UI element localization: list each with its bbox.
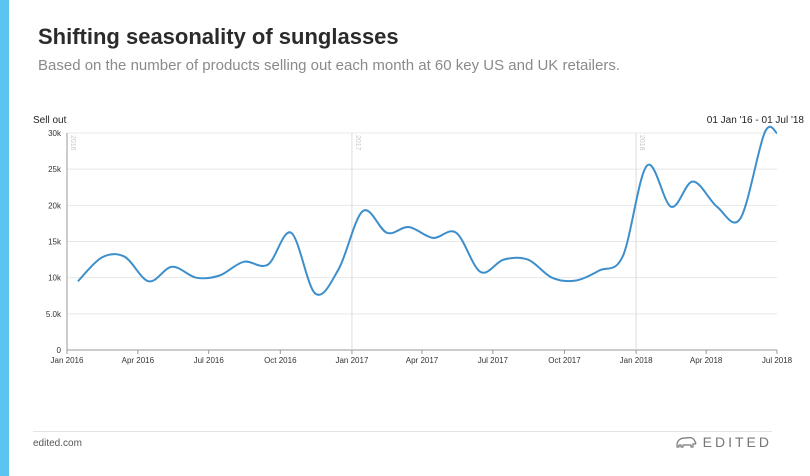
x-tick-label: Jul 2018 [762,356,793,365]
y-tick-label: 25k [48,165,62,174]
x-tick-label: Jul 2016 [194,356,225,365]
y-tick-label: 5.0k [46,310,62,319]
brand-name: EDITED [702,434,772,450]
footer-divider [33,431,772,432]
x-tick-label: Jan 2016 [51,356,84,365]
chart-title: Shifting seasonality of sunglasses [38,24,399,49]
x-tick-label: Oct 2017 [548,356,581,365]
date-range-label: 01 Jan '16 - 01 Jul '18 [706,115,804,126]
x-tick-label: Jul 2017 [478,356,509,365]
y-tick-label: 0 [57,346,62,355]
year-marker-label: 2017 [354,135,361,151]
y-axis-label: Sell out [33,115,67,126]
bear-logo-icon [676,436,697,448]
x-tick-label: Oct 2016 [264,356,297,365]
x-tick-label: Jan 2018 [620,356,653,365]
year-marker-label: 2018 [638,135,645,151]
y-tick-label: 20k [48,201,62,210]
footer-site-link[interactable]: edited.com [33,438,82,449]
x-tick-label: Jan 2017 [335,356,368,365]
x-tick-label: Apr 2016 [122,356,155,365]
y-tick-label: 30k [48,129,62,138]
y-tick-label: 10k [48,274,62,283]
year-marker-label: 2016 [69,135,76,151]
x-tick-label: Apr 2018 [690,356,723,365]
x-tick-label: Apr 2017 [406,356,439,365]
accent-bar [0,0,9,476]
y-tick-label: 15k [48,238,62,247]
footer-brand: EDITED [675,434,772,450]
chart-subtitle: Based on the number of products selling … [38,57,620,74]
series-line [77,125,778,296]
